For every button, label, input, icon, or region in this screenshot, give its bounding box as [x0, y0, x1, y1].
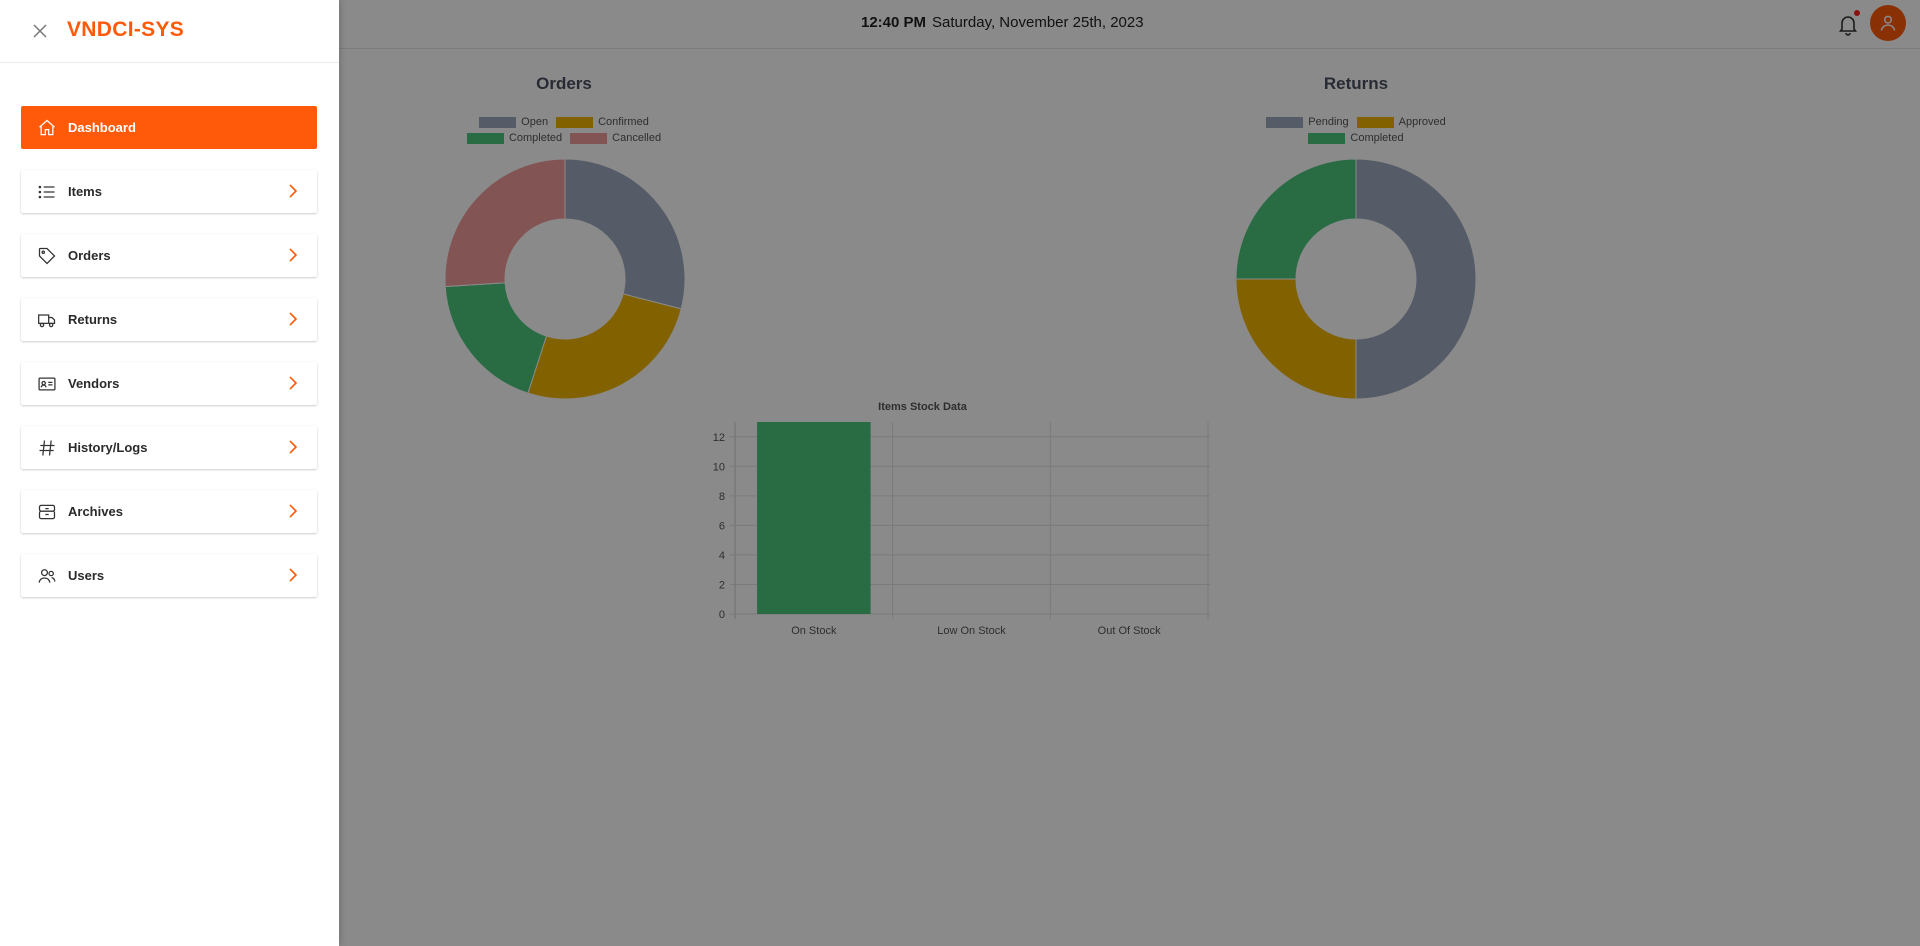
- archive-icon: [36, 501, 58, 523]
- sidebar-item-dashboard[interactable]: Dashboard: [21, 106, 317, 149]
- chevron-right-icon: [289, 184, 298, 198]
- hash-icon: [36, 437, 58, 459]
- sidebar-item-label: Items: [68, 184, 102, 199]
- returns-legend-item[interactable]: Pending: [1266, 116, 1349, 128]
- sidebar-nav: Dashboard Items Orders Returns Vendors Histor…: [21, 106, 317, 618]
- sidebar-header: VNDCI-SYS: [0, 0, 339, 63]
- y-tick-label: 0: [719, 609, 725, 621]
- orders-chart-title: Orders: [536, 74, 592, 93]
- orders-donut-chart: [444, 158, 686, 400]
- returns-chart-title: Returns: [1323, 74, 1389, 93]
- orders-slice-cancelled[interactable]: [444, 158, 566, 288]
- returns-donut-chart: [1235, 158, 1477, 400]
- sidebar: VNDCI-SYS Dashboard Items Orders Returns Ven…: [0, 0, 339, 946]
- legend-swatch: [1356, 116, 1394, 128]
- sidebar-item-label: Users: [68, 568, 105, 583]
- sidebar-item-label: History/Logs: [68, 440, 148, 455]
- sidebar-item-orders[interactable]: Orders: [21, 234, 317, 277]
- clock: 12:40 PM Saturday, November 25th, 2023: [861, 14, 1144, 31]
- chevron-right-icon: [289, 248, 298, 262]
- sidebar-item-returns[interactable]: Returns: [21, 298, 317, 341]
- sidebar-item-vendors[interactable]: Vendors: [21, 362, 317, 405]
- y-tick-label: 8: [719, 491, 725, 503]
- x-tick-label: Low On Stock: [937, 625, 1006, 637]
- id-card-icon: [36, 373, 58, 395]
- orders-legend-item[interactable]: Completed: [466, 132, 563, 144]
- close-icon: [33, 24, 47, 38]
- chevron-right-icon: [289, 568, 298, 582]
- chevron-right-icon: [289, 504, 298, 518]
- y-tick-label: 10: [713, 461, 725, 473]
- orders-slice-confirmed[interactable]: [527, 293, 682, 400]
- y-tick-label: 2: [719, 579, 725, 591]
- sidebar-item-label: Dashboard: [68, 120, 136, 135]
- sidebar-item-users[interactable]: Users: [21, 554, 317, 597]
- users-icon: [36, 565, 58, 587]
- x-tick-label: On Stock: [791, 625, 837, 637]
- legend-swatch: [570, 132, 608, 144]
- legend-label: Cancelled: [612, 132, 662, 144]
- tag-icon: [36, 245, 58, 267]
- truck-icon: [36, 309, 58, 331]
- brand-title: VNDCI-SYS: [67, 18, 185, 41]
- notification-bell-icon[interactable]: [1836, 10, 1860, 36]
- legend-swatch: [1308, 132, 1346, 144]
- user-icon: [1880, 15, 1896, 31]
- legend-swatch: [479, 116, 517, 128]
- sidebar-item-label: Orders: [68, 248, 111, 263]
- stock-bar-chart: Items Stock Data 0 2 4 6 8 10 12 On Stock Low On …: [713, 401, 1210, 637]
- x-tick-label: Out Of Stock: [1098, 625, 1161, 637]
- sidebar-item-label: Archives: [68, 504, 123, 519]
- y-tick-label: 4: [719, 550, 725, 562]
- notification-dot: [1854, 10, 1860, 16]
- orders-legend-item[interactable]: Confirmed: [556, 116, 649, 128]
- legend-label: Approved: [1398, 116, 1446, 128]
- list-icon: [36, 181, 58, 203]
- stock-chart-title: Items Stock Data: [878, 401, 968, 413]
- chevron-right-icon: [289, 376, 298, 390]
- y-tick-label: 12: [713, 432, 725, 444]
- returns-slice-approved[interactable]: [1235, 278, 1357, 400]
- orders-legend-item[interactable]: Cancelled: [570, 132, 661, 144]
- legend-label: Pending: [1308, 116, 1349, 128]
- returns-legend: Pending Approved Completed: [1222, 116, 1490, 144]
- orders-slice-open[interactable]: [564, 158, 686, 310]
- legend-swatch: [556, 116, 594, 128]
- legend-swatch: [466, 132, 504, 144]
- chevron-right-icon: [289, 440, 298, 454]
- orders-legend-item[interactable]: Open: [479, 116, 548, 128]
- home-icon: [36, 117, 58, 139]
- sidebar-item-archives[interactable]: Archives: [21, 490, 317, 533]
- legend-label: Completed: [508, 132, 563, 144]
- returns-slice-completed[interactable]: [1235, 158, 1357, 280]
- legend-swatch: [1266, 116, 1304, 128]
- clock-time: 12:40 PM: [861, 14, 927, 31]
- close-sidebar-button[interactable]: [28, 19, 52, 43]
- y-tick-label: 6: [719, 520, 725, 532]
- sidebar-item-label: Returns: [68, 312, 118, 327]
- sidebar-item-label: Vendors: [68, 376, 120, 391]
- legend-label: Completed: [1350, 132, 1404, 144]
- bar-on-stock[interactable]: [757, 422, 871, 614]
- avatar[interactable]: [1870, 5, 1906, 41]
- returns-legend-item[interactable]: Approved: [1356, 116, 1446, 128]
- chevron-right-icon: [289, 312, 298, 326]
- sidebar-item-items[interactable]: Items: [21, 170, 317, 213]
- legend-label: Confirmed: [598, 116, 649, 128]
- returns-slice-pending[interactable]: [1355, 158, 1477, 400]
- returns-legend-item[interactable]: Completed: [1308, 132, 1404, 144]
- legend-label: Open: [521, 116, 549, 128]
- orders-legend: Open Confirmed Completed Cancelled: [430, 116, 698, 144]
- clock-date: Saturday, November 25th, 2023: [932, 14, 1144, 31]
- sidebar-item-history-logs[interactable]: History/Logs: [21, 426, 317, 469]
